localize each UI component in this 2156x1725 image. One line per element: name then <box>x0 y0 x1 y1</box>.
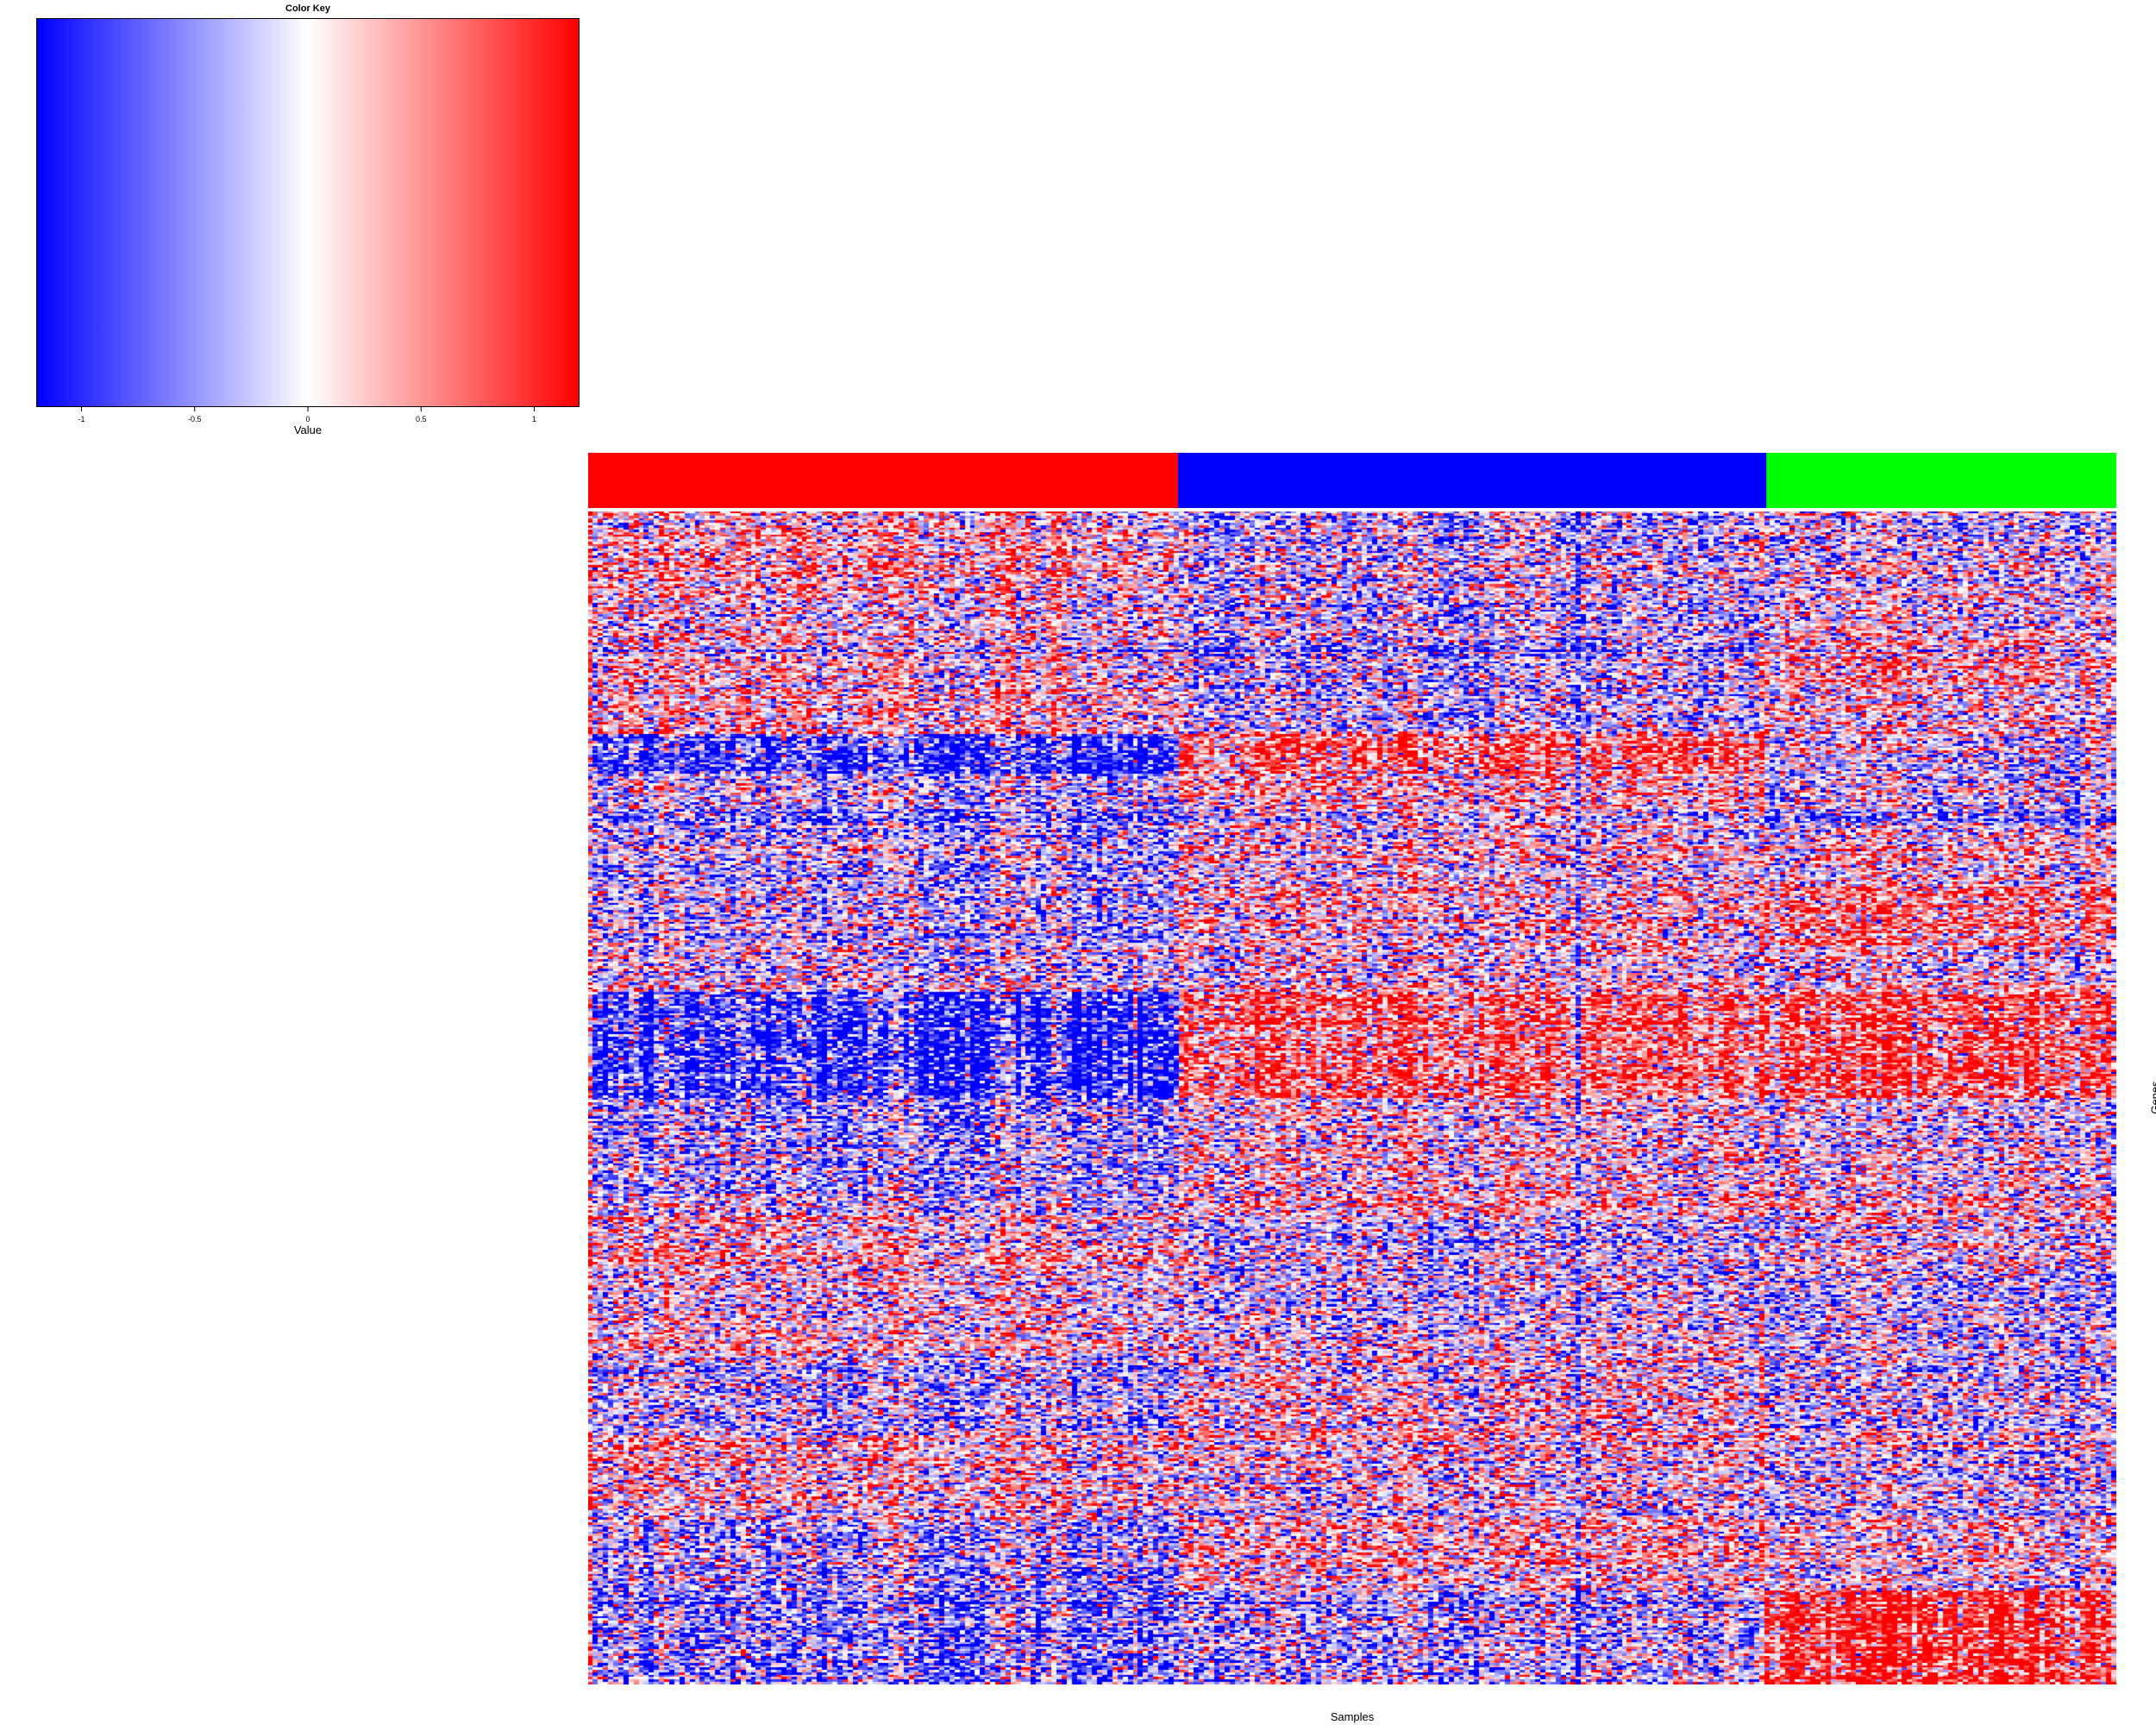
color-key-tick-label: 0.5 <box>416 415 427 423</box>
y-axis-label: Genes <box>2148 1081 2156 1114</box>
color-key-tick-label: -1 <box>78 415 85 423</box>
color-key-gradient <box>36 18 580 407</box>
color-key-tick-label: 1 <box>532 415 536 423</box>
sample-group-bar-2 <box>1177 453 1767 508</box>
color-key-tick-label: 0 <box>305 415 310 423</box>
sample-group-colorbar <box>588 453 2116 508</box>
sample-group-bar-3 <box>1766 453 2116 508</box>
x-axis-label: Samples <box>1330 1710 1375 1723</box>
color-key-tick-label: -0.5 <box>188 415 202 423</box>
heatmap-matrix <box>588 511 2116 1684</box>
color-key-xlabel: Value <box>293 423 323 436</box>
color-key-axis: -1 -0.5 0 0.5 1 <box>78 407 536 423</box>
sample-group-bar-1 <box>588 453 1179 508</box>
color-key-title: Color Key <box>285 3 330 14</box>
